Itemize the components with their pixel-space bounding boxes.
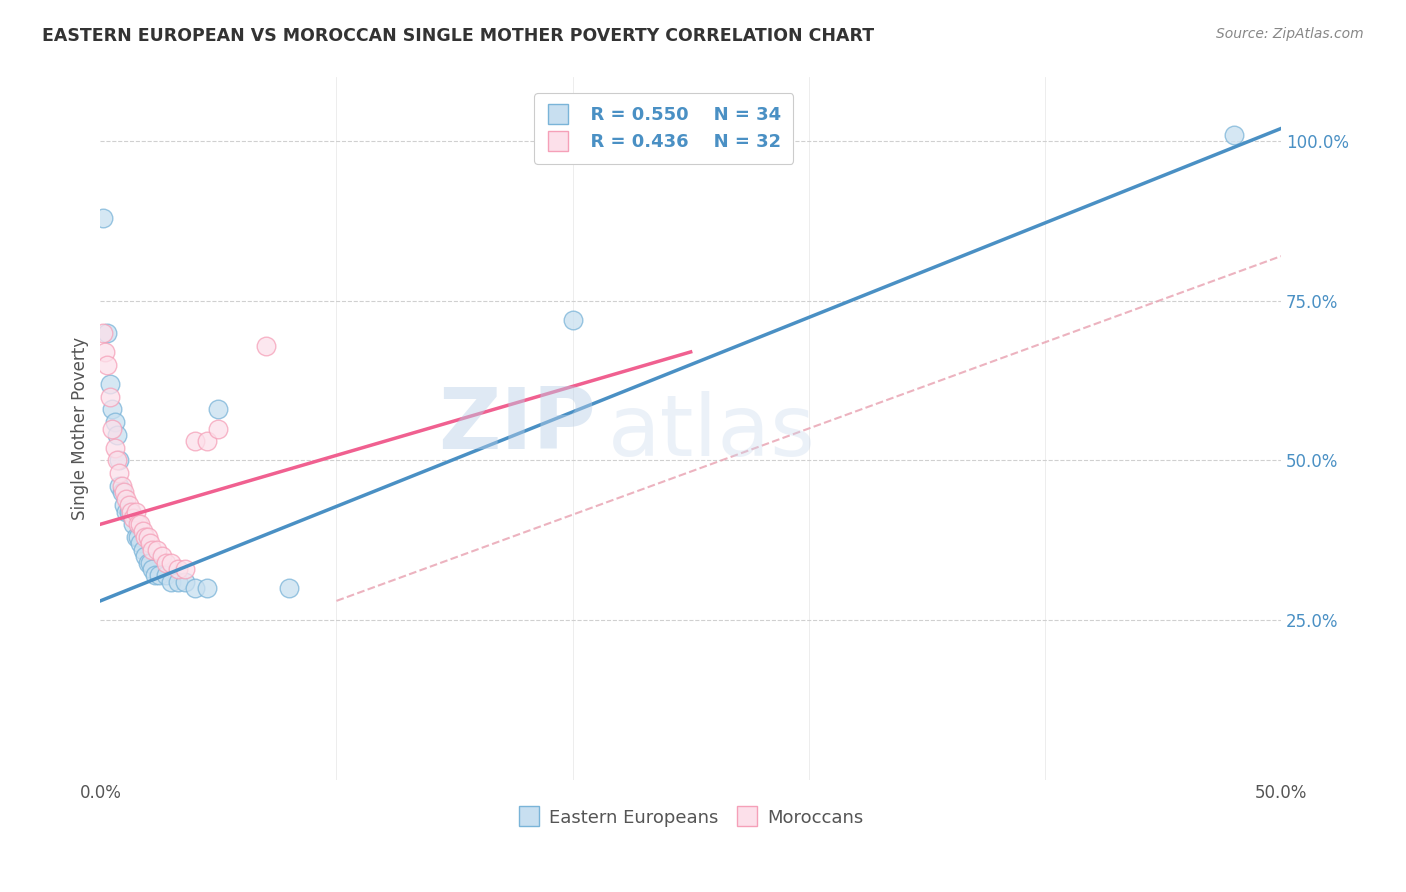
- Point: [195, 434, 218, 449]
- Point: [143, 568, 166, 582]
- Text: ZIP: ZIP: [439, 384, 596, 467]
- Text: EASTERN EUROPEAN VS MOROCCAN SINGLE MOTHER POVERTY CORRELATION CHART: EASTERN EUROPEAN VS MOROCCAN SINGLE MOTH…: [42, 27, 875, 45]
- Point: [184, 434, 207, 449]
- Point: [139, 556, 162, 570]
- Point: [108, 467, 131, 481]
- Point: [174, 562, 197, 576]
- Point: [122, 511, 145, 525]
- Point: [155, 568, 177, 582]
- Point: [1222, 128, 1244, 142]
- Point: [278, 581, 301, 595]
- Point: [146, 542, 169, 557]
- Point: [91, 326, 114, 340]
- Point: [136, 556, 159, 570]
- Point: [160, 574, 183, 589]
- Text: atlas: atlas: [607, 391, 815, 474]
- Point: [103, 415, 125, 429]
- Point: [110, 479, 132, 493]
- Point: [105, 428, 128, 442]
- Point: [207, 421, 229, 435]
- Point: [103, 441, 125, 455]
- Point: [148, 568, 170, 582]
- Point: [101, 421, 124, 435]
- Point: [167, 562, 190, 576]
- Point: [136, 530, 159, 544]
- Point: [155, 556, 177, 570]
- Point: [127, 530, 149, 544]
- Point: [108, 453, 131, 467]
- Point: [141, 562, 163, 576]
- Point: [112, 485, 135, 500]
- Point: [96, 358, 118, 372]
- Point: [134, 549, 156, 564]
- Point: [174, 574, 197, 589]
- Point: [129, 517, 152, 532]
- Point: [132, 524, 155, 538]
- Legend: Eastern Europeans, Moroccans: Eastern Europeans, Moroccans: [510, 801, 870, 834]
- Point: [167, 574, 190, 589]
- Point: [120, 504, 142, 518]
- Point: [96, 326, 118, 340]
- Point: [105, 453, 128, 467]
- Point: [94, 345, 117, 359]
- Point: [150, 549, 173, 564]
- Point: [207, 402, 229, 417]
- Point: [125, 504, 148, 518]
- Point: [101, 402, 124, 417]
- Point: [254, 338, 277, 352]
- Point: [118, 504, 141, 518]
- Point: [110, 485, 132, 500]
- Point: [98, 390, 121, 404]
- Point: [127, 517, 149, 532]
- Point: [561, 313, 583, 327]
- Point: [129, 536, 152, 550]
- Point: [141, 542, 163, 557]
- Point: [160, 556, 183, 570]
- Point: [134, 530, 156, 544]
- Y-axis label: Single Mother Poverty: Single Mother Poverty: [72, 337, 89, 520]
- Point: [108, 479, 131, 493]
- Point: [184, 581, 207, 595]
- Point: [122, 517, 145, 532]
- Point: [115, 504, 138, 518]
- Point: [91, 211, 114, 225]
- Point: [195, 581, 218, 595]
- Point: [98, 376, 121, 391]
- Point: [132, 542, 155, 557]
- Point: [125, 530, 148, 544]
- Point: [118, 498, 141, 512]
- Point: [120, 504, 142, 518]
- Point: [115, 491, 138, 506]
- Point: [139, 536, 162, 550]
- Point: [112, 498, 135, 512]
- Text: Source: ZipAtlas.com: Source: ZipAtlas.com: [1216, 27, 1364, 41]
